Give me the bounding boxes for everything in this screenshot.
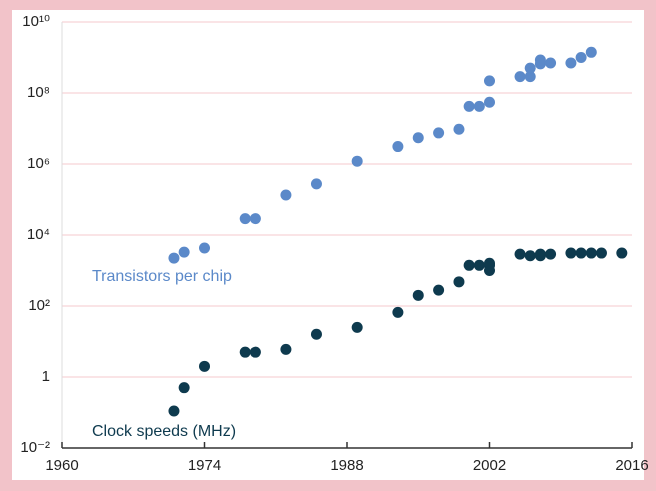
point xyxy=(239,213,251,225)
x-tick-label: 1974 xyxy=(188,457,221,474)
x-tick-label: 2016 xyxy=(615,457,648,474)
point xyxy=(514,71,526,83)
point xyxy=(199,242,210,254)
point xyxy=(351,321,363,333)
point xyxy=(199,360,210,372)
point xyxy=(585,247,597,259)
point xyxy=(463,100,475,112)
point xyxy=(484,257,495,269)
point xyxy=(351,155,363,167)
point xyxy=(484,75,495,87)
point xyxy=(616,247,628,259)
x-tick-label: 2002 xyxy=(473,457,506,474)
point xyxy=(524,71,536,83)
point xyxy=(453,276,465,288)
x-tick-label: 1960 xyxy=(45,457,78,474)
point xyxy=(168,252,180,264)
point xyxy=(249,213,261,225)
point xyxy=(178,246,190,258)
point xyxy=(473,100,485,112)
point xyxy=(514,248,526,260)
point xyxy=(575,247,587,259)
point xyxy=(524,62,536,74)
point xyxy=(433,127,445,139)
point xyxy=(545,248,557,260)
point xyxy=(534,54,546,66)
point xyxy=(412,289,424,301)
point xyxy=(392,306,404,318)
y-tick-label: 10¹⁰ xyxy=(22,13,50,30)
annotation: Transistors per chip xyxy=(92,268,232,285)
point xyxy=(280,189,292,201)
point xyxy=(534,248,546,260)
point xyxy=(473,259,485,271)
x-tick-label: 1988 xyxy=(330,457,363,474)
point xyxy=(433,284,445,296)
point xyxy=(310,328,322,340)
point xyxy=(595,247,607,259)
point xyxy=(412,132,424,144)
point xyxy=(249,346,261,358)
y-tick-label: 10⁻² xyxy=(20,439,50,456)
point xyxy=(565,57,577,69)
point xyxy=(310,178,322,190)
y-tick-label: 10² xyxy=(28,297,50,314)
point xyxy=(168,405,180,417)
chart-panel xyxy=(12,10,644,480)
point xyxy=(453,123,465,135)
point xyxy=(392,141,404,153)
annotation: Clock speeds (MHz) xyxy=(92,423,236,440)
point xyxy=(545,57,557,69)
point xyxy=(463,259,475,271)
y-tick-label: 10⁴ xyxy=(27,226,50,243)
point xyxy=(575,52,587,63)
point xyxy=(280,343,292,355)
point xyxy=(178,382,190,394)
point xyxy=(565,247,577,259)
point xyxy=(484,96,495,108)
point xyxy=(524,250,536,262)
y-tick-label: 1 xyxy=(42,368,50,385)
y-tick-label: 10⁶ xyxy=(27,155,50,172)
point xyxy=(239,346,251,358)
point xyxy=(585,46,597,58)
y-tick-label: 10⁸ xyxy=(27,84,50,101)
